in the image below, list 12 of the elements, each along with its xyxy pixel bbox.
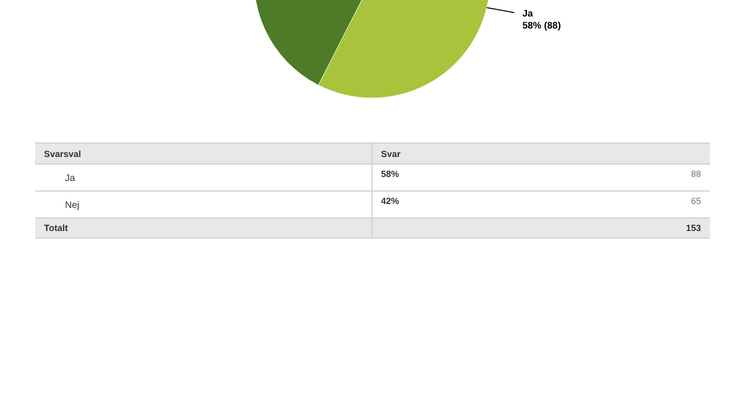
text: 88 — [690, 169, 701, 179]
slice-label: Ja — [522, 8, 534, 20]
text: 58% — [381, 169, 400, 179]
data-label: 58% (88) — [522, 20, 561, 32]
text: 42% — [381, 196, 400, 206]
text: Nej — [65, 200, 80, 211]
text: 65 — [690, 196, 701, 206]
text: Svarsval — [44, 149, 82, 159]
text: 153 — [686, 223, 701, 233]
text: Svar — [381, 149, 402, 159]
text: Totalt — [44, 223, 68, 233]
text: Ja — [65, 173, 76, 184]
